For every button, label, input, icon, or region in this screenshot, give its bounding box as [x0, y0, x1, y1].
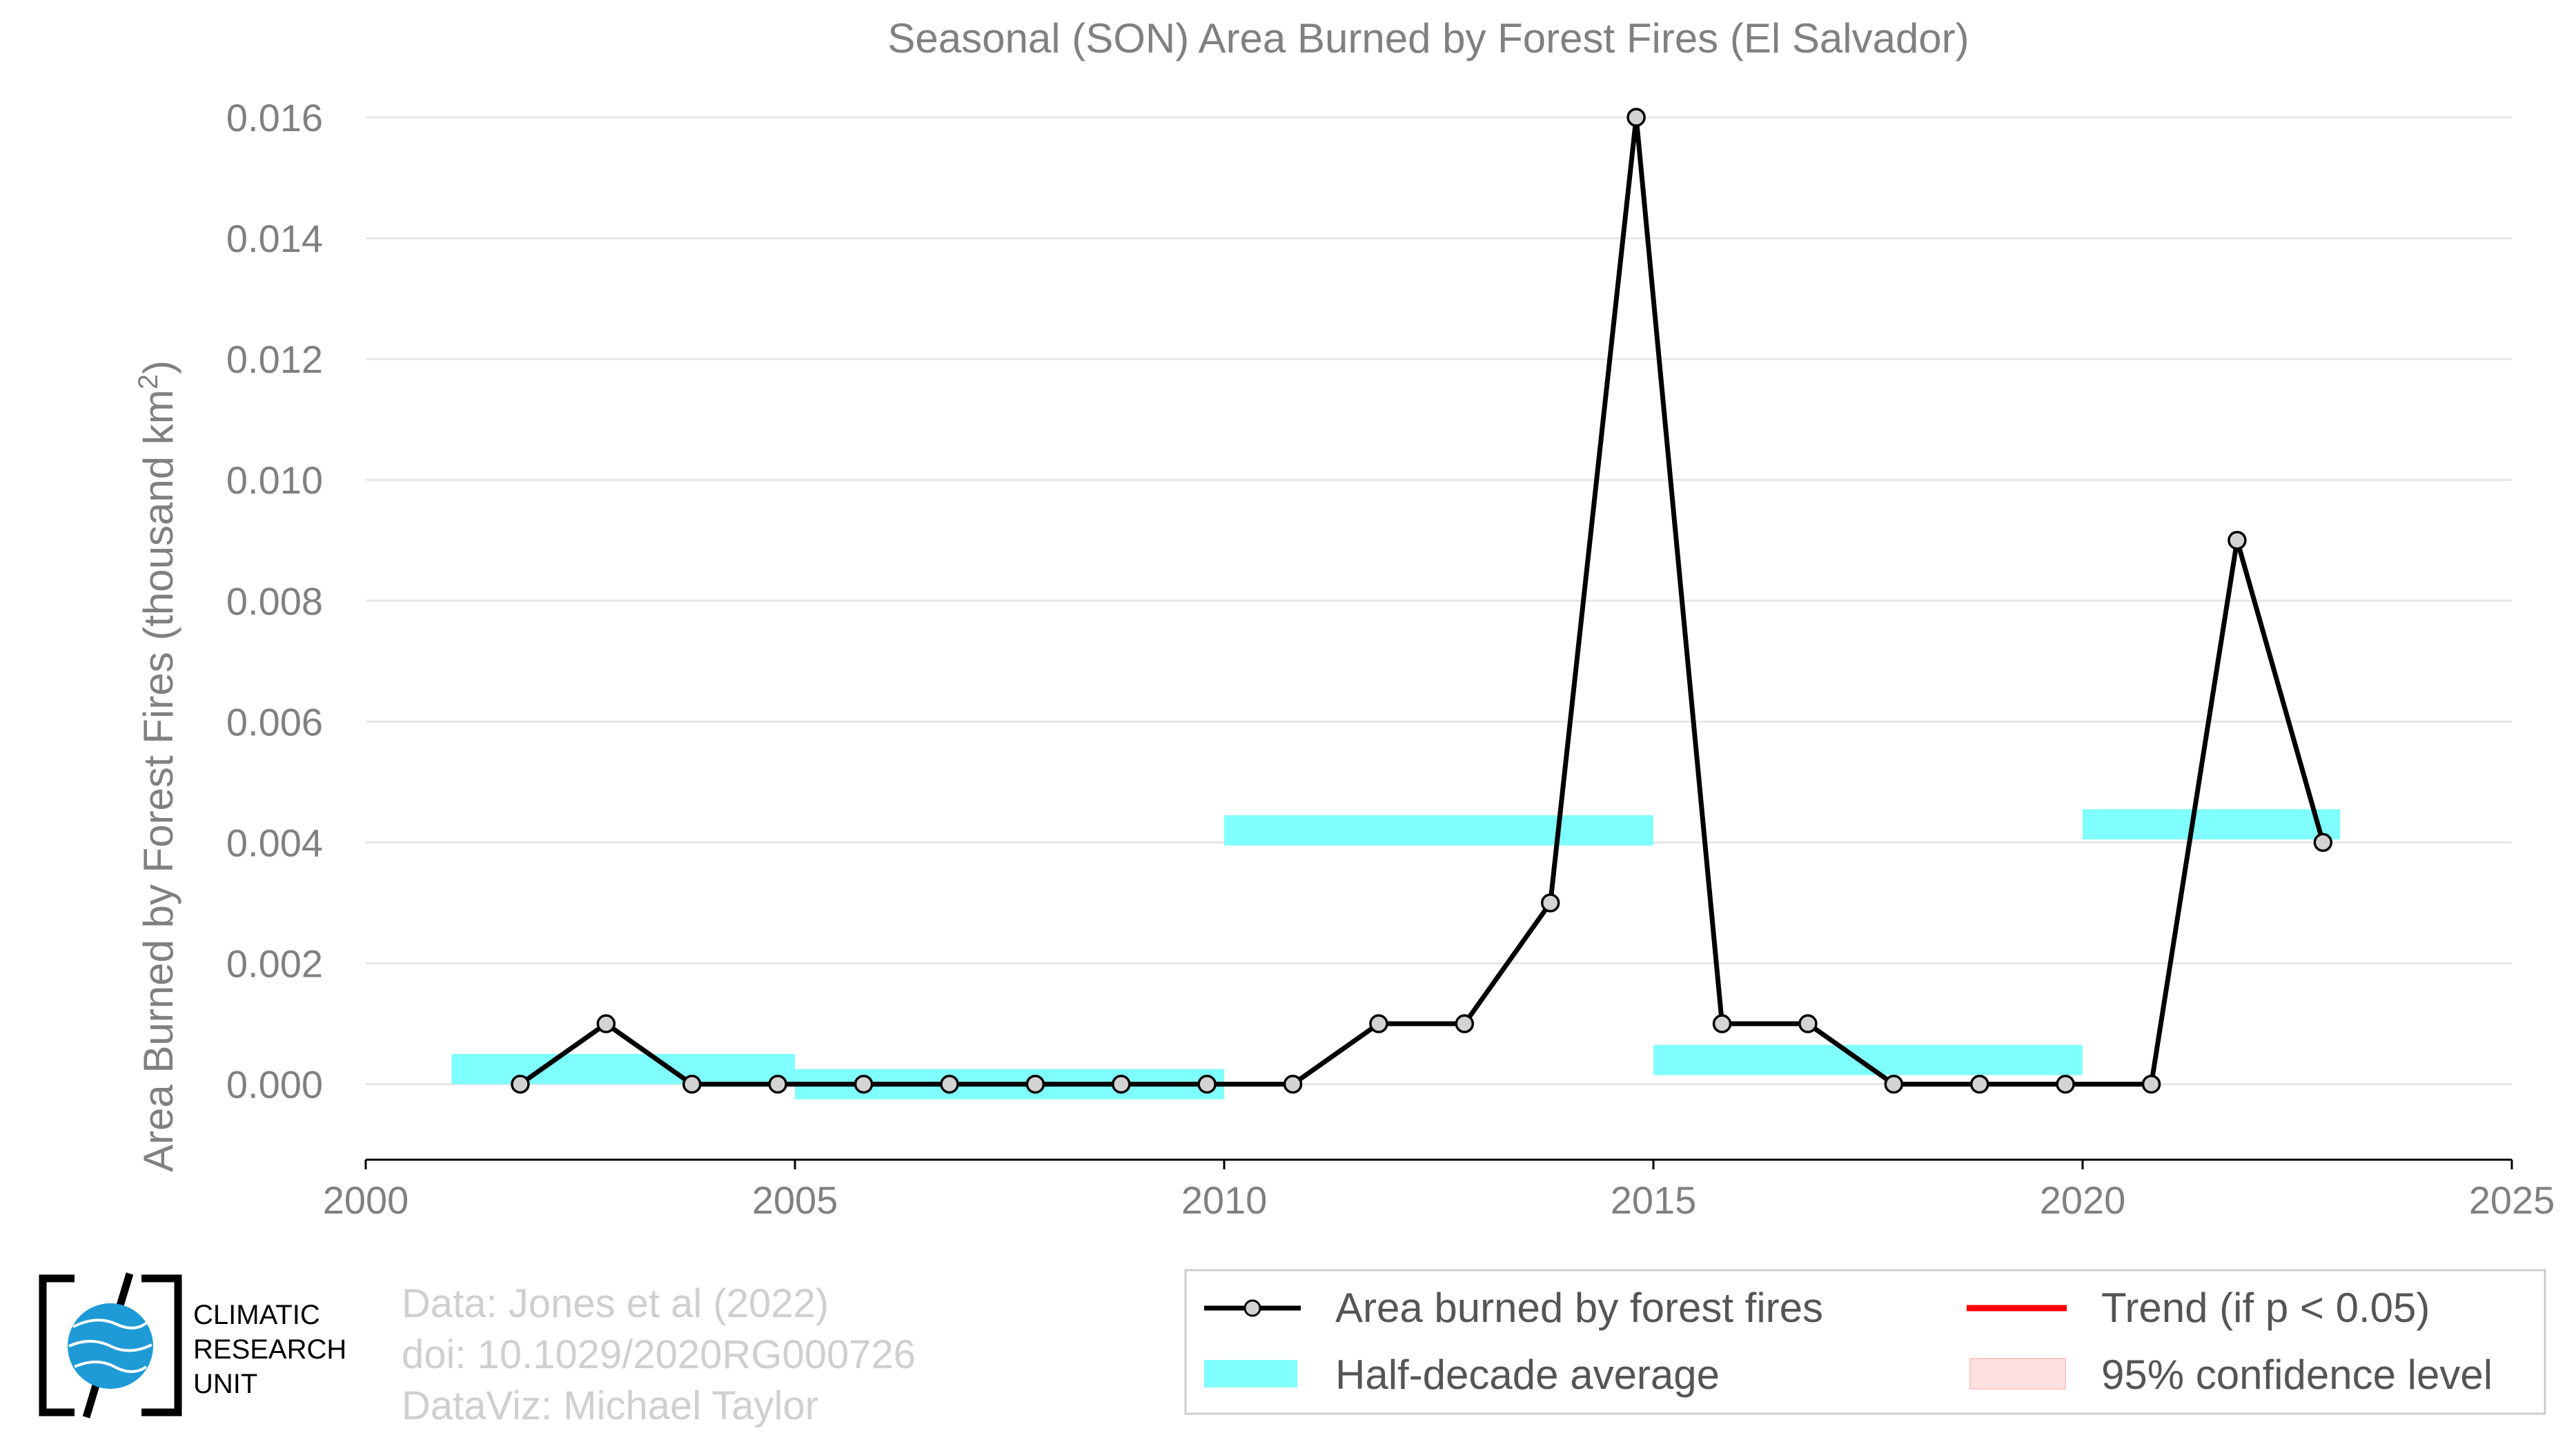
x-tick-label: 2010	[1181, 1178, 1268, 1222]
cru-logo: CLIMATIC RESEARCH UNIT	[39, 1272, 346, 1419]
y-tick-label: 0.002	[226, 942, 323, 986]
legend-avg-swatch	[1204, 1360, 1297, 1387]
data-point	[2228, 531, 2247, 550]
half-decade-average-bar	[1653, 1044, 2083, 1075]
y-tick-label: 0.012	[226, 338, 323, 381]
y-axis-label-end: )	[135, 360, 181, 374]
data-point	[854, 1074, 874, 1094]
y-tick-label: 0.016	[226, 96, 323, 139]
legend-label-area: Area burned by forest fires	[1335, 1285, 1823, 1331]
legend-label-confidence: 95% confidence level	[2101, 1352, 2493, 1398]
logo-line-2: RESEARCH	[193, 1334, 346, 1365]
data-point	[1969, 1074, 1989, 1094]
data-point	[768, 1074, 787, 1094]
logo-frame-right	[141, 1274, 182, 1416]
half-decade-average-bar	[2083, 809, 2341, 840]
data-point	[940, 1074, 959, 1094]
data-point	[682, 1074, 702, 1094]
data-point	[596, 1014, 616, 1033]
y-tick-label: 0.006	[226, 700, 323, 743]
credit-dataviz: DataViz: Michael Taylor	[402, 1383, 818, 1428]
legend-marker-swatch	[1243, 1299, 1261, 1317]
y-tick-label: 0.014	[226, 217, 323, 260]
globe-wave-2	[68, 1340, 153, 1352]
x-tick-label: 2005	[752, 1178, 838, 1222]
data-point	[1283, 1074, 1303, 1094]
data-point	[1626, 108, 1646, 127]
x-axis-ticks: 2000 2005 2010 2015 2020 2025	[323, 1160, 2555, 1222]
data-point	[1455, 1014, 1475, 1033]
data-point	[2141, 1074, 2161, 1094]
x-tick-label: 2020	[2040, 1178, 2126, 1222]
y-axis-label: Area Burned by Forest Fires (thousand km…	[133, 360, 181, 1172]
y-axis-ticks: 0.000 0.002 0.004 0.006 0.008 0.010 0.012 0.014…	[226, 96, 323, 1107]
x-tick-label: 2015	[1611, 1178, 1697, 1222]
x-tick-label: 2000	[323, 1178, 409, 1222]
credit-data: Data: Jones et al (2022)	[402, 1281, 829, 1326]
data-point	[2313, 832, 2333, 853]
data-point	[1712, 1014, 1732, 1033]
data-point	[1111, 1074, 1131, 1094]
series-points	[511, 108, 2333, 1094]
legend: Area burned by forest fires Half-decade …	[1184, 1269, 2546, 1415]
data-point	[1025, 1074, 1045, 1094]
data-point	[2056, 1074, 2075, 1094]
y-tick-label: 0.010	[226, 458, 323, 502]
legend-confidence-swatch	[1969, 1358, 2066, 1390]
half-decade-average-bar	[1224, 815, 1653, 846]
half-decade-average-bar	[451, 1053, 795, 1084]
data-point	[511, 1074, 530, 1094]
y-tick-label: 0.000	[226, 1063, 323, 1107]
logo-frame-left	[39, 1274, 75, 1416]
data-point	[1369, 1014, 1388, 1033]
series-line-group	[518, 115, 2326, 1087]
chart-title: Seasonal (SON) Area Burned by Forest Fir…	[887, 15, 1969, 61]
globe-wave-3	[74, 1361, 148, 1373]
data-point	[1197, 1074, 1217, 1094]
data-point	[1540, 893, 1560, 913]
y-tick-label: 0.008	[226, 579, 323, 623]
credit-doi: doi: 10.1029/2020RG000726	[402, 1332, 916, 1377]
grid	[366, 116, 2512, 1086]
series-line	[518, 115, 2326, 1087]
logo-line-3: UNIT	[193, 1369, 257, 1399]
y-tick-label: 0.004	[226, 821, 323, 864]
legend-label-trend: Trend (if p < 0.05)	[2101, 1285, 2430, 1331]
data-point	[1884, 1074, 1904, 1094]
x-tick-label: 2025	[2469, 1178, 2555, 1222]
y-axis-label-superscript: 2	[133, 374, 164, 389]
legend-box	[1184, 1269, 2546, 1415]
data-point	[1798, 1014, 1818, 1033]
globe-wave-1	[72, 1318, 149, 1330]
legend-label-average: Half-decade average	[1335, 1352, 1720, 1398]
logo-line-1: CLIMATIC	[193, 1300, 320, 1330]
y-axis-label-main: Area Burned by Forest Fires (thousand km	[135, 389, 181, 1172]
